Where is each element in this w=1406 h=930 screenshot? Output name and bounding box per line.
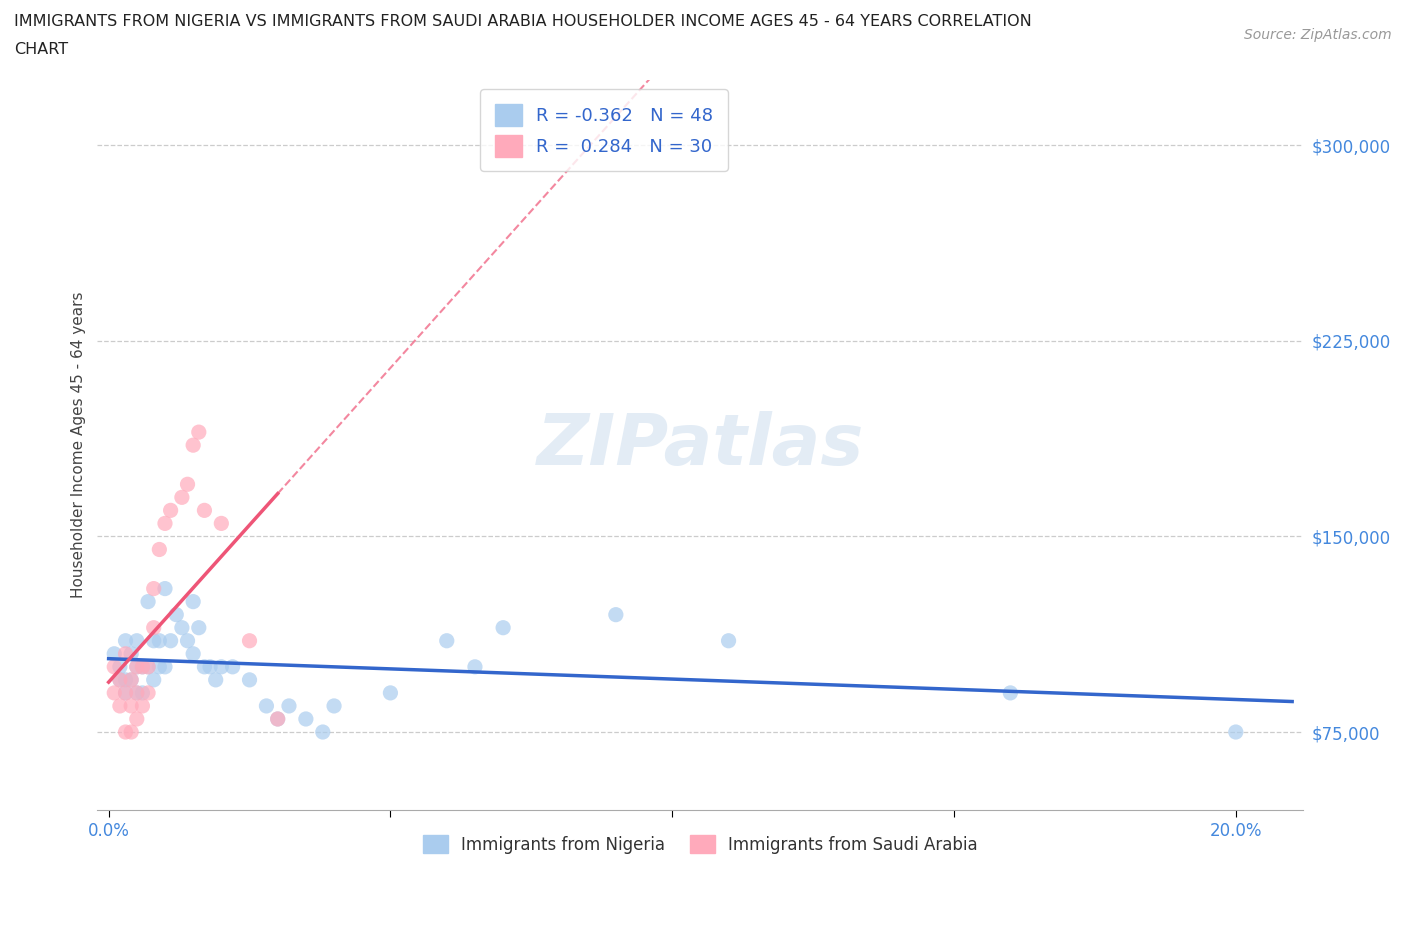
Point — [114, 724, 136, 739]
Point — [181, 438, 204, 453]
Point — [492, 620, 515, 635]
Point — [125, 659, 148, 674]
Point — [221, 659, 243, 674]
Point — [136, 594, 159, 609]
Point — [187, 425, 209, 440]
Point — [170, 620, 193, 635]
Point — [120, 646, 142, 661]
Point — [193, 503, 215, 518]
Point — [153, 581, 176, 596]
Point — [148, 633, 170, 648]
Point — [148, 659, 170, 674]
Point — [267, 711, 290, 726]
Legend: Immigrants from Nigeria, Immigrants from Saudi Arabia: Immigrants from Nigeria, Immigrants from… — [416, 829, 984, 860]
Text: ZIPatlas: ZIPatlas — [537, 411, 865, 480]
Point — [131, 685, 153, 700]
Point — [295, 711, 318, 726]
Point — [323, 698, 346, 713]
Point — [380, 685, 402, 700]
Point — [120, 672, 142, 687]
Point — [114, 672, 136, 687]
Point — [131, 698, 153, 713]
Point — [181, 594, 204, 609]
Point — [131, 659, 153, 674]
Point — [125, 685, 148, 700]
Point — [1225, 724, 1247, 739]
Point — [153, 516, 176, 531]
Point — [187, 620, 209, 635]
Point — [238, 633, 260, 648]
Point — [125, 711, 148, 726]
Point — [209, 516, 232, 531]
Point — [209, 659, 232, 674]
Point — [136, 659, 159, 674]
Point — [267, 711, 290, 726]
Point — [108, 659, 131, 674]
Point — [142, 672, 165, 687]
Point — [108, 672, 131, 687]
Point — [176, 633, 198, 648]
Point — [108, 672, 131, 687]
Point — [131, 659, 153, 674]
Point — [717, 633, 740, 648]
Point — [136, 685, 159, 700]
Point — [114, 685, 136, 700]
Point — [114, 646, 136, 661]
Point — [103, 659, 125, 674]
Point — [204, 672, 226, 687]
Point — [170, 490, 193, 505]
Point — [120, 672, 142, 687]
Point — [125, 633, 148, 648]
Point — [159, 633, 181, 648]
Point — [108, 698, 131, 713]
Point — [136, 659, 159, 674]
Point — [165, 607, 187, 622]
Point — [176, 477, 198, 492]
Point — [193, 659, 215, 674]
Point — [114, 685, 136, 700]
Text: Source: ZipAtlas.com: Source: ZipAtlas.com — [1244, 28, 1392, 42]
Point — [153, 659, 176, 674]
Point — [278, 698, 301, 713]
Point — [120, 698, 142, 713]
Point — [120, 724, 142, 739]
Point — [125, 685, 148, 700]
Point — [103, 646, 125, 661]
Point — [464, 659, 486, 674]
Text: IMMIGRANTS FROM NIGERIA VS IMMIGRANTS FROM SAUDI ARABIA HOUSEHOLDER INCOME AGES : IMMIGRANTS FROM NIGERIA VS IMMIGRANTS FR… — [14, 14, 1032, 29]
Point — [436, 633, 458, 648]
Point — [148, 542, 170, 557]
Point — [142, 581, 165, 596]
Point — [254, 698, 277, 713]
Point — [238, 672, 260, 687]
Point — [142, 620, 165, 635]
Point — [142, 633, 165, 648]
Y-axis label: Householder Income Ages 45 - 64 years: Householder Income Ages 45 - 64 years — [72, 292, 86, 598]
Point — [114, 633, 136, 648]
Point — [103, 685, 125, 700]
Point — [159, 503, 181, 518]
Point — [312, 724, 335, 739]
Point — [198, 659, 221, 674]
Point — [181, 646, 204, 661]
Text: CHART: CHART — [14, 42, 67, 57]
Point — [605, 607, 627, 622]
Point — [125, 659, 148, 674]
Point — [1000, 685, 1022, 700]
